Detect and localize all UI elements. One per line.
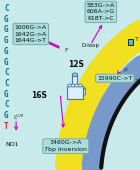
Text: C: C	[4, 79, 9, 88]
Text: T: T	[135, 37, 138, 42]
Text: G: G	[4, 36, 9, 45]
Text: 3460G->A
7bp inversion: 3460G->A 7bp inversion	[44, 140, 87, 152]
Ellipse shape	[78, 84, 82, 87]
Text: G: G	[4, 90, 9, 99]
Text: C: C	[4, 4, 9, 13]
Text: G: G	[4, 47, 9, 56]
Text: 1606G->A
1642G->A
1644G->T: 1606G->A 1642G->A 1644G->T	[15, 25, 47, 43]
Ellipse shape	[71, 84, 75, 87]
Text: D-loop: D-loop	[81, 42, 99, 48]
Text: G: G	[4, 26, 9, 34]
Text: C: C	[4, 68, 9, 77]
Text: ND1: ND1	[6, 142, 19, 147]
Ellipse shape	[72, 73, 77, 76]
Text: UUR: UUR	[15, 114, 24, 118]
Text: G: G	[4, 111, 9, 120]
Text: G: G	[4, 15, 9, 24]
Text: 12S: 12S	[68, 60, 84, 69]
Text: T: T	[4, 122, 9, 131]
Text: L: L	[13, 115, 17, 120]
FancyBboxPatch shape	[128, 39, 133, 45]
Polygon shape	[72, 75, 77, 88]
Text: 15990C->T: 15990C->T	[97, 76, 132, 81]
Text: 583G->A
606A->G
618T->C: 583G->A 606A->G 618T->C	[87, 3, 115, 21]
Text: 16S: 16S	[31, 91, 47, 100]
Text: 1: 1	[135, 79, 138, 84]
Ellipse shape	[75, 84, 79, 87]
Text: P: P	[123, 68, 127, 73]
Ellipse shape	[68, 84, 72, 87]
Polygon shape	[83, 88, 85, 96]
Text: C: C	[4, 100, 9, 109]
Text: F: F	[65, 48, 68, 53]
Text: G: G	[4, 58, 9, 66]
Polygon shape	[67, 86, 83, 99]
